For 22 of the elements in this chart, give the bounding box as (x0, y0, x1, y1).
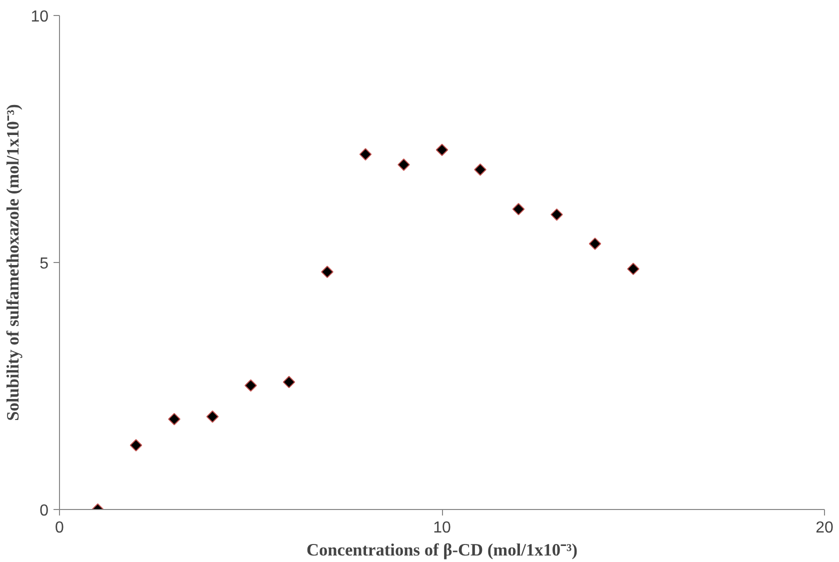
x-tick-label: 20 (816, 520, 834, 536)
y-tick-label: 10 (30, 8, 49, 26)
point (550, 208, 563, 221)
point (244, 379, 257, 392)
y-tick-label: 5 (40, 256, 49, 272)
point (168, 412, 180, 426)
point (588, 238, 602, 250)
point (321, 266, 334, 278)
point (474, 163, 486, 176)
y-tick-label: 0 (40, 502, 49, 520)
point (282, 376, 296, 388)
point (359, 148, 372, 160)
point (436, 144, 448, 156)
point (512, 202, 525, 216)
point (130, 439, 142, 452)
point (398, 158, 410, 171)
point (627, 262, 640, 276)
point (206, 410, 219, 423)
x-axis-title: Concentrations of β-CD (mol/1x10⁻³) (306, 540, 578, 560)
x-tick-label: 0 (55, 520, 64, 536)
y-axis-title: Solubility of sulfamethoxazole (mol/1x10⁻³) (4, 104, 23, 421)
x-tick-label: 10 (433, 520, 451, 536)
